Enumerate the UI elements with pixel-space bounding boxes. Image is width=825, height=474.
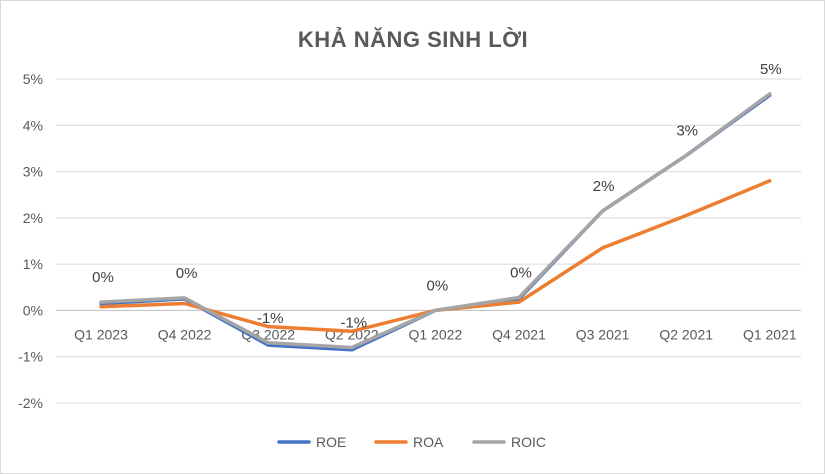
data-label: 3% <box>676 122 698 139</box>
series-lines <box>99 92 772 352</box>
series-line-roic <box>99 92 772 350</box>
data-label: 2% <box>593 178 615 195</box>
gridlines <box>56 78 801 404</box>
data-labels: 0% 0% -1% -1% 0% 0% 2% 3% 5% <box>92 61 781 332</box>
x-tick-label: Q3 2021 <box>576 326 630 342</box>
y-tick-label: 2% <box>23 210 43 226</box>
x-tick-label: Q2 2021 <box>659 326 713 342</box>
data-label: -1% <box>340 314 367 331</box>
legend-label-roa: ROA <box>413 434 444 450</box>
data-label: 0% <box>427 277 449 294</box>
y-tick-label: 3% <box>23 164 43 180</box>
x-tick-label: Q4 2022 <box>158 326 212 342</box>
y-tick-label: 5% <box>23 71 43 87</box>
x-tick-label: Q1 2022 <box>409 326 463 342</box>
data-label: 0% <box>176 265 198 282</box>
chart-title: KHẢ NĂNG SINH LỜI <box>298 27 528 52</box>
x-tick-label: Q4 2021 <box>492 326 546 342</box>
legend: ROE ROA ROIC <box>277 434 546 450</box>
data-label: 0% <box>510 264 532 281</box>
data-label: 0% <box>92 269 114 286</box>
y-tick-label: -2% <box>18 395 43 411</box>
y-tick-label: 4% <box>23 117 43 133</box>
y-axis-ticks: -2% -1% 0% 1% 2% 3% 4% 5% <box>18 71 43 411</box>
x-tick-label: Q1 2021 <box>743 326 797 342</box>
legend-label-roic: ROIC <box>511 434 546 450</box>
y-tick-label: 0% <box>23 302 43 318</box>
x-axis-ticks: Q1 2023 Q4 2022 Q3 2022 Q2 2022 Q1 2022 Q4 20… <box>74 326 797 342</box>
legend-label-roe: ROE <box>316 434 346 450</box>
data-label: 5% <box>760 61 782 78</box>
data-label: -1% <box>257 310 284 327</box>
x-tick-label: Q1 2023 <box>74 326 128 342</box>
y-tick-label: -1% <box>18 349 43 365</box>
y-tick-label: 1% <box>23 256 43 272</box>
